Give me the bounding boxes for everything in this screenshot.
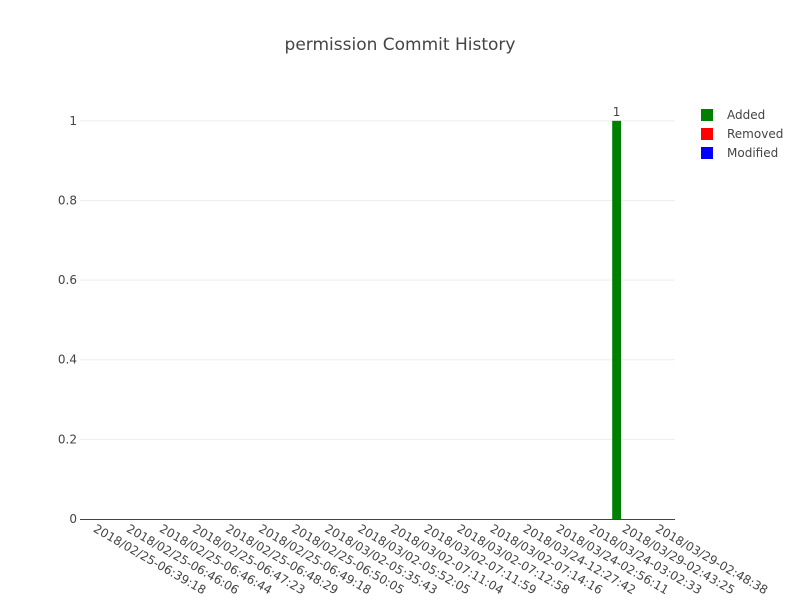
legend-item-added[interactable]: Added xyxy=(701,108,765,122)
chart-title: permission Commit History xyxy=(285,35,516,55)
y-tick-labels: 0 0.2 0.4 0.6 0.8 1 xyxy=(58,114,77,526)
data-label: 1 xyxy=(613,105,621,119)
y-tick-label: 0.8 xyxy=(58,193,77,207)
legend-swatch xyxy=(701,109,713,121)
legend-swatch xyxy=(701,128,713,140)
y-tick-label: 0.6 xyxy=(58,273,77,287)
y-tick-label: 1 xyxy=(69,114,77,128)
y-tick-label: 0 xyxy=(69,512,77,526)
y-tick-label: 0.2 xyxy=(58,432,77,446)
legend-label: Removed xyxy=(727,127,783,141)
bar-added[interactable] xyxy=(612,120,622,520)
y-tick-label: 0.4 xyxy=(58,353,77,367)
legend-swatch xyxy=(701,147,713,159)
x-tick-labels: 2018/02/25-06:39:182018/02/25-06:46:0620… xyxy=(91,521,770,597)
legend-item-modified[interactable]: Modified xyxy=(701,146,778,160)
gridlines xyxy=(80,120,675,440)
legend-item-removed[interactable]: Removed xyxy=(701,127,783,141)
data-labels: 1 xyxy=(613,105,621,119)
legend-label: Added xyxy=(727,108,765,122)
legend[interactable]: Added Removed Modified xyxy=(701,108,783,160)
bars xyxy=(612,120,622,520)
legend-label: Modified xyxy=(727,146,778,160)
